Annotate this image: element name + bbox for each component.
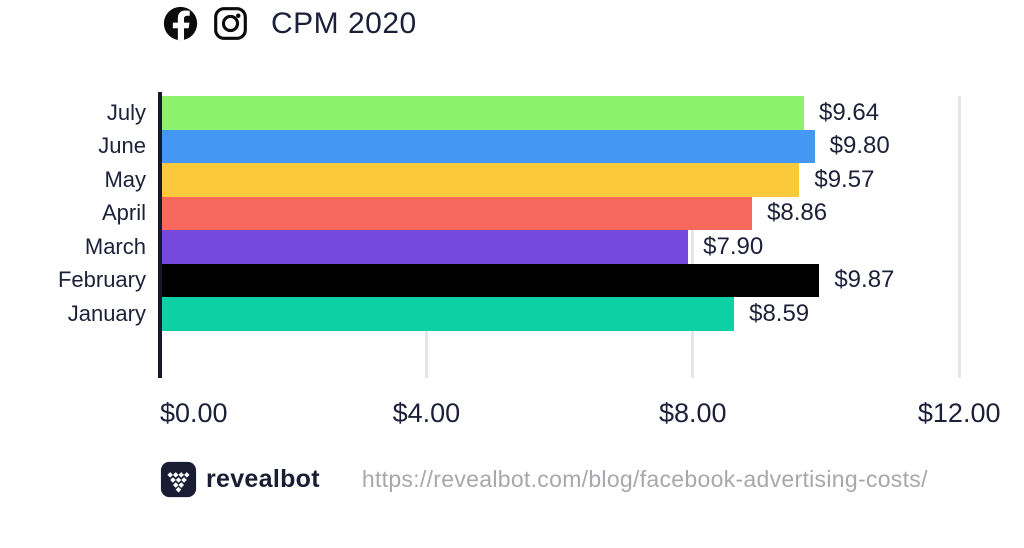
value-label: $7.90 bbox=[703, 232, 764, 260]
bar bbox=[162, 263, 820, 297]
value-label: $9.87 bbox=[834, 266, 895, 294]
category-label: July bbox=[106, 99, 146, 125]
category-label: June bbox=[98, 133, 146, 159]
value-label: $9.80 bbox=[829, 132, 890, 160]
category-label: April bbox=[101, 200, 146, 226]
facebook-icon bbox=[163, 6, 198, 41]
bar bbox=[162, 196, 753, 230]
value-label: $8.86 bbox=[767, 199, 828, 227]
value-label: $9.64 bbox=[819, 98, 880, 126]
gridline bbox=[691, 96, 695, 378]
value-label: $9.57 bbox=[814, 165, 875, 193]
bar bbox=[162, 163, 800, 197]
category-label: May bbox=[104, 166, 146, 192]
x-axis-tick-label: $0.00 bbox=[160, 398, 228, 428]
bar bbox=[162, 297, 735, 331]
instagram-icon bbox=[214, 7, 247, 40]
x-axis-tick-label: $8.00 bbox=[659, 398, 727, 428]
value-label: $8.59 bbox=[749, 299, 810, 327]
bar bbox=[162, 96, 805, 130]
chart-header: CPM 2020 bbox=[162, 5, 417, 42]
source-url: https://revealbot.com/blog/facebook-adve… bbox=[361, 466, 928, 492]
x-axis-tick-label: $12.00 bbox=[917, 398, 1001, 428]
bar bbox=[162, 230, 689, 264]
y-axis-line bbox=[158, 92, 162, 378]
bar bbox=[162, 129, 815, 163]
x-axis-tick-label: $4.00 bbox=[392, 398, 461, 428]
footer: revealbot https://revealbot.com/blog/fac… bbox=[160, 461, 928, 498]
chart-title: CPM 2020 bbox=[271, 6, 417, 40]
category-label: March bbox=[84, 233, 146, 259]
category-label: January bbox=[67, 300, 146, 326]
brand-name: revealbot bbox=[206, 465, 320, 493]
revealbot-logo-icon bbox=[160, 461, 197, 498]
gridline bbox=[957, 96, 961, 378]
category-label: February bbox=[57, 267, 146, 293]
